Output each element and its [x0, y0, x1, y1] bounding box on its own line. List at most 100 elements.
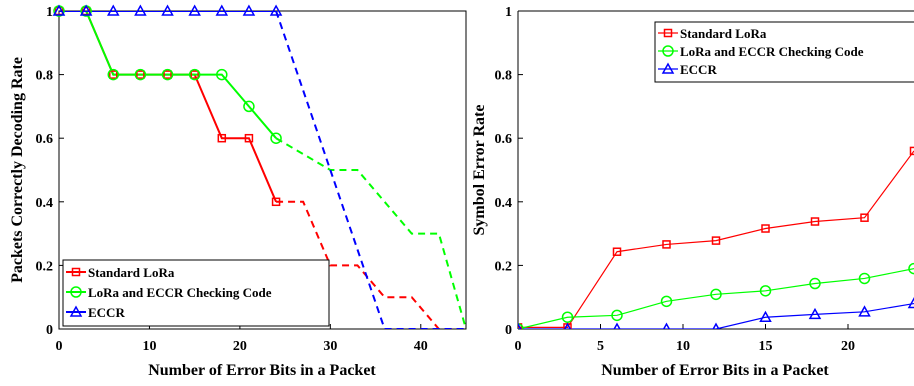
left-eccr-point [188, 4, 201, 16]
right-legend-label: ECCR [680, 62, 717, 77]
left-series [59, 11, 466, 329]
left-eccr-point [79, 4, 93, 16]
right-legend-marker [662, 45, 674, 57]
left-legend-marker [69, 305, 83, 317]
left-y-tick-label: 0.8 [36, 69, 54, 84]
left-legend-label: ECCR [88, 305, 125, 320]
right-x-tick-label: 0 [515, 339, 522, 354]
left-lora-and-eccr-checking-code-point [243, 100, 255, 113]
right-markers [518, 146, 914, 329]
left-chart: 0 10 20 30 40 0 0.2 0.4 0.6 0.8 1 Number of Error … [9, 4, 467, 379]
left-eccr-point [106, 4, 120, 16]
left-x-tick-label: 0 [56, 339, 63, 354]
left-standard-lora-point [271, 197, 281, 207]
left-standard-lora-point [109, 70, 118, 79]
left-eccr-point [242, 4, 256, 16]
left-x-tick-label: 30 [323, 339, 337, 354]
left-axis-ticks: 0 10 20 30 40 0 0.2 0.4 0.6 0.8 1 [36, 5, 428, 354]
right-y-tick-label: 1 [505, 5, 512, 20]
left-y-tick-label: 1 [46, 5, 53, 20]
left-standard-lora-point [163, 70, 172, 79]
right-lora-and-eccr-checking-code-point [858, 272, 871, 285]
left-legend-marker [70, 286, 82, 298]
left-series-lora-and-eccr-checking-code-line [59, 11, 277, 139]
left-y-axis-label: Packets Correctly Decoding Rate [9, 57, 26, 283]
right-x-tick-label: 20 [841, 339, 855, 354]
left-lora-and-eccr-checking-code-point [161, 68, 174, 81]
left-lora-and-eccr-checking-code-point [107, 68, 120, 81]
right-standard-lora-point [612, 247, 622, 256]
left-legend-label: LoRa and ECCR Checking Code [88, 285, 272, 300]
right-series-lora-and-eccr-checking-code-line [518, 267, 914, 329]
left-x-tick-label: 20 [233, 339, 247, 354]
right-series [518, 150, 914, 329]
left-eccr-point [269, 4, 283, 16]
left-lora-and-eccr-checking-code-point [216, 68, 228, 81]
right-lora-and-eccr-checking-code-point [561, 311, 574, 323]
right-y-tick-label: 0 [505, 323, 512, 338]
right-eccr-point [518, 322, 522, 329]
left-eccr-point [161, 4, 174, 16]
right-lora-and-eccr-checking-code-point [809, 277, 821, 290]
left-y-tick-label: 0.4 [36, 196, 54, 211]
right-x-axis-label: Number of Error Bits in a Packet [601, 362, 829, 379]
left-markers [52, 4, 283, 207]
right-y-tick-label: 0.8 [495, 69, 513, 84]
right-y-axis-label: Symbol Error Rate [471, 105, 488, 236]
right-x-tick-label: 15 [759, 339, 773, 354]
right-eccr-point [613, 322, 621, 329]
left-standard-lora-point [136, 70, 145, 79]
left-standard-lora-point [190, 70, 199, 79]
right-standard-lora-point [518, 323, 523, 329]
right-eccr-point [563, 322, 572, 329]
right-eccr-point [759, 310, 772, 322]
right-axis-ticks: 0 5 10 15 20 0 0.2 0.4 0.6 0.8 1 [495, 5, 856, 354]
right-lora-and-eccr-checking-code-point [908, 262, 914, 275]
right-y-tick-label: 0.6 [495, 132, 513, 147]
right-eccr-point [808, 307, 822, 320]
right-lora-and-eccr-checking-code-point [611, 309, 623, 322]
right-series-eccr-line [518, 302, 914, 329]
left-eccr-point [52, 4, 66, 16]
left-legend-marker [71, 267, 81, 277]
right-standard-lora-point [860, 213, 869, 222]
right-legend-marker [663, 28, 673, 38]
right-lora-and-eccr-checking-code-point [660, 295, 673, 308]
right-legend-label: LoRa and ECCR Checking Code [680, 44, 864, 59]
right-standard-lora-point [810, 217, 820, 226]
left-lora-and-eccr-checking-code-point [134, 68, 147, 81]
right-x-tick-label: 10 [676, 339, 690, 354]
left-series-standard-lora-extrapolated-line [276, 200, 466, 329]
left-x-tick-label: 10 [142, 339, 156, 354]
left-standard-lora-point [244, 133, 254, 143]
left-x-axis-label: Number of Error Bits in a Packet [148, 362, 376, 379]
left-eccr-point [134, 4, 147, 16]
left-legend: Standard LoRa LoRa and ECCR Checking Code… [62, 259, 330, 327]
right-standard-lora-point [711, 236, 721, 245]
right-standard-lora-point [909, 146, 914, 156]
left-standard-lora-point [217, 133, 227, 143]
left-y-tick-label: 0.2 [36, 259, 54, 274]
right-legend-box [654, 21, 914, 83]
left-legend-label: Standard LoRa [88, 265, 175, 280]
right-series-standard-lora-line [518, 150, 914, 329]
left-lora-and-eccr-checking-code-point [270, 132, 282, 144]
right-eccr-point [907, 297, 914, 309]
right-legend: Standard LoRa LoRa and ECCR Checking Code… [654, 21, 914, 83]
right-legend-label: Standard LoRa [680, 26, 767, 41]
left-legend-box [62, 259, 330, 327]
left-series-eccr-extrapolated-line [275, 11, 466, 329]
left-eccr-point [215, 4, 229, 16]
right-eccr-point [712, 322, 720, 329]
left-x-tick-label: 40 [414, 339, 428, 354]
right-y-tick-label: 0.4 [495, 196, 513, 211]
right-standard-lora-point [761, 224, 770, 233]
right-x-tick-label: 5 [597, 339, 604, 354]
left-y-tick-label: 0.6 [36, 132, 54, 147]
left-series-lora-and-eccr-checking-code-extrapolated-line [275, 137, 466, 329]
right-lora-and-eccr-checking-code-point [759, 285, 772, 297]
right-lora-and-eccr-checking-code-point [710, 288, 722, 301]
left-y-tick-label: 0 [46, 323, 53, 338]
right-eccr-point [662, 322, 671, 329]
